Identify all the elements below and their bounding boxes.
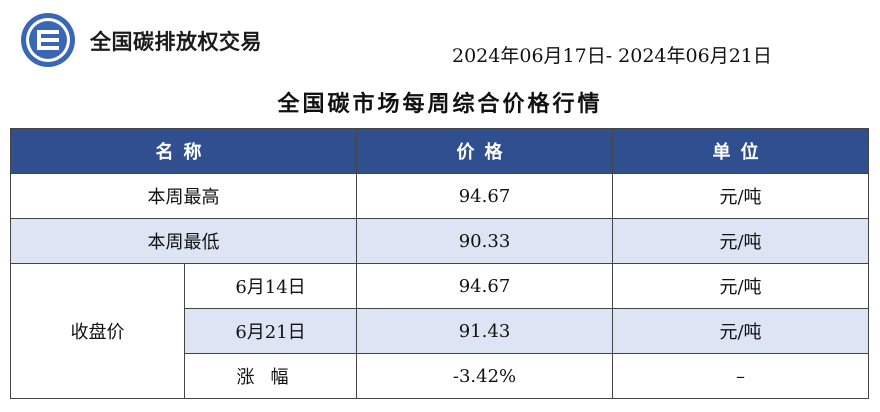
row-unit: 元/吨 bbox=[612, 173, 869, 219]
row-date-label: 6月21日 bbox=[184, 308, 357, 354]
column-header-name: 名称 bbox=[10, 128, 357, 174]
row-unit: – bbox=[612, 353, 869, 399]
page-title: 全国碳市场每周综合价格行情 bbox=[277, 91, 603, 117]
price-table: 名称 价格 单位 本周最高 94.67 元/吨 本周最低 90.33 元/吨 收… bbox=[10, 128, 869, 399]
table-row-weekly-high: 本周最高 94.67 元/吨 bbox=[10, 173, 869, 219]
closing-price-label: 收盘价 bbox=[10, 263, 185, 399]
table-row-change: 涨幅 -3.42% – bbox=[11, 353, 869, 399]
row-date-label: 6月14日 bbox=[184, 263, 357, 309]
table-row-close-jun14: 收盘价 6月14日 94.67 元/吨 bbox=[10, 263, 869, 399]
date-range: 2024年06月17日- 2024年06月21日 bbox=[452, 45, 772, 67]
brand-name: 全国碳排放权交易 bbox=[90, 30, 262, 54]
row-change-value: -3.42% bbox=[356, 353, 613, 399]
row-unit: 元/吨 bbox=[612, 218, 869, 264]
column-header-price: 价格 bbox=[356, 128, 613, 174]
row-unit: 元/吨 bbox=[612, 263, 869, 309]
row-unit: 元/吨 bbox=[612, 308, 869, 354]
row-price: 91.43 bbox=[356, 308, 613, 354]
row-price: 90.33 bbox=[356, 218, 613, 264]
row-change-label: 涨幅 bbox=[184, 353, 357, 399]
row-price: 94.67 bbox=[356, 173, 613, 219]
row-label: 本周最低 bbox=[10, 218, 357, 264]
table-row-weekly-low: 本周最低 90.33 元/吨 bbox=[10, 218, 869, 264]
table-row-close-jun21: 6月21日 91.43 元/吨 bbox=[11, 308, 869, 354]
row-label: 本周最高 bbox=[10, 173, 357, 219]
carbon-exchange-logo-icon bbox=[21, 13, 75, 67]
table-header-row: 名称 价格 单位 bbox=[10, 128, 869, 174]
row-price: 94.67 bbox=[356, 263, 613, 309]
column-header-unit: 单位 bbox=[612, 128, 869, 174]
